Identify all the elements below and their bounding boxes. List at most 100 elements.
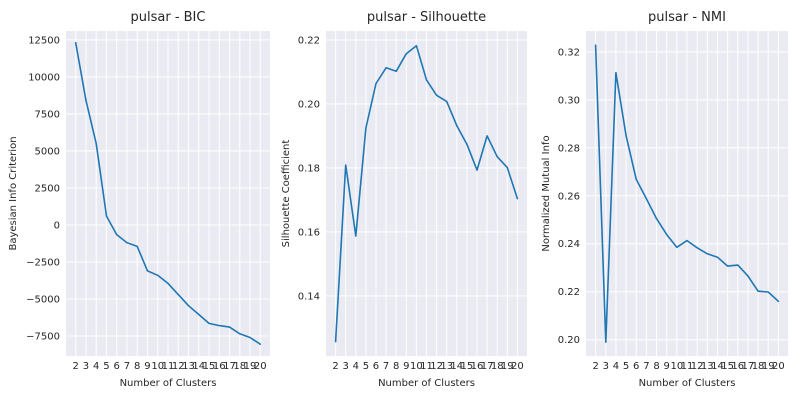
x-tick-label: 14 <box>192 361 205 372</box>
x-tick-label: 2 <box>73 361 79 372</box>
x-tick-label: 2 <box>332 361 338 372</box>
y-tick-label: 5000 <box>35 146 60 157</box>
y-tick-label: 0.22 <box>298 35 320 46</box>
data-point <box>146 270 148 272</box>
data-point <box>665 233 667 235</box>
series-line <box>74 41 262 346</box>
x-tick-label: 12 <box>172 361 185 372</box>
y-axis-label: Normalized Mutual Info <box>541 135 552 251</box>
data-point <box>506 166 508 168</box>
x-tick-label: 8 <box>393 361 399 372</box>
x-tick-label: 6 <box>114 361 120 372</box>
x-tick-label: 18 <box>752 361 765 372</box>
x-tick-label: 16 <box>471 361 484 372</box>
y-tick-label: 0 <box>54 220 60 231</box>
x-tick-label: 13 <box>701 361 714 372</box>
data-point <box>516 197 518 199</box>
data-point <box>496 156 498 158</box>
x-tick-label: 15 <box>203 361 216 372</box>
x-tick-label: 14 <box>450 361 463 372</box>
y-tick-label: −7500 <box>26 332 60 343</box>
data-point <box>486 135 488 137</box>
x-axis-label: Number of Clusters <box>120 378 217 389</box>
x-tick-label: 7 <box>124 361 130 372</box>
data-point <box>405 53 407 55</box>
y-tick-label: 0.32 <box>558 47 580 58</box>
x-tick-label: 6 <box>373 361 379 372</box>
data-point <box>625 135 627 137</box>
x-tick-label: 16 <box>731 361 744 372</box>
data-point <box>126 242 128 244</box>
y-tick-label: −2500 <box>26 257 60 268</box>
data-point <box>334 340 336 342</box>
y-axis-label: Bayesian Info Criterion <box>8 136 19 250</box>
data-point <box>157 274 159 276</box>
x-tick-label: 15 <box>461 361 474 372</box>
data-point <box>676 246 678 248</box>
data-point <box>466 143 468 145</box>
data-point <box>208 322 210 324</box>
data-point <box>365 127 367 129</box>
data-point <box>415 45 417 47</box>
data-point <box>747 275 749 277</box>
data-point <box>95 142 97 144</box>
x-tick-label: 5 <box>103 361 109 372</box>
x-tick-label: 11 <box>420 361 433 372</box>
data-point <box>167 282 169 284</box>
x-tick-label: 14 <box>711 361 724 372</box>
x-tick-label: 15 <box>721 361 734 372</box>
data-point <box>716 256 718 258</box>
x-tick-label: 3 <box>83 361 89 372</box>
data-point <box>239 333 241 335</box>
data-point <box>737 264 739 266</box>
x-tick-label: 19 <box>501 361 514 372</box>
data-point <box>228 326 230 328</box>
x-tick-label: 4 <box>613 361 619 372</box>
y-tick-label: 10000 <box>28 72 60 83</box>
x-axis-label: Number of Clusters <box>378 378 475 389</box>
data-point <box>136 245 138 247</box>
subplot-title: pulsar - NMI <box>648 10 726 25</box>
x-tick-label: 8 <box>653 361 659 372</box>
x-tick-label: 5 <box>623 361 629 372</box>
y-tick-label: 0.26 <box>558 191 580 202</box>
y-tick-label: 0.24 <box>558 239 580 250</box>
x-tick-label: 12 <box>430 361 443 372</box>
y-tick-label: 0.22 <box>558 287 580 298</box>
x-tick-label: 6 <box>633 361 639 372</box>
x-tick-label: 10 <box>670 361 683 372</box>
x-tick-label: 9 <box>664 361 670 372</box>
x-tick-label: 8 <box>134 361 140 372</box>
data-point <box>344 164 346 166</box>
data-point <box>218 324 220 326</box>
y-tick-label: 0.18 <box>298 163 320 174</box>
y-tick-label: 2500 <box>35 183 60 194</box>
data-point <box>198 313 200 315</box>
data-point <box>777 300 779 302</box>
x-tick-label: 17 <box>481 361 494 372</box>
data-point <box>686 239 688 241</box>
subplot-title: pulsar - Silhouette <box>367 10 486 25</box>
data-point <box>645 197 647 199</box>
data-point <box>85 99 87 101</box>
data-point <box>105 215 107 217</box>
x-tick-label: 10 <box>410 361 423 372</box>
data-point <box>605 341 607 343</box>
y-axis-label: Silhouette Coefficient <box>281 140 292 248</box>
y-tick-label: 0.14 <box>298 291 320 302</box>
x-tick-label: 11 <box>162 361 175 372</box>
x-tick-label: 20 <box>772 361 785 372</box>
x-tick-label: 3 <box>603 361 609 372</box>
y-tick-label: 0.20 <box>298 99 320 110</box>
data-point <box>435 94 437 96</box>
data-point <box>395 70 397 72</box>
y-tick-label: 0.16 <box>298 227 320 238</box>
subplot-title: pulsar - BIC <box>131 10 206 25</box>
x-tick-label: 4 <box>353 361 359 372</box>
x-tick-label: 11 <box>681 361 694 372</box>
data-point <box>249 336 251 338</box>
